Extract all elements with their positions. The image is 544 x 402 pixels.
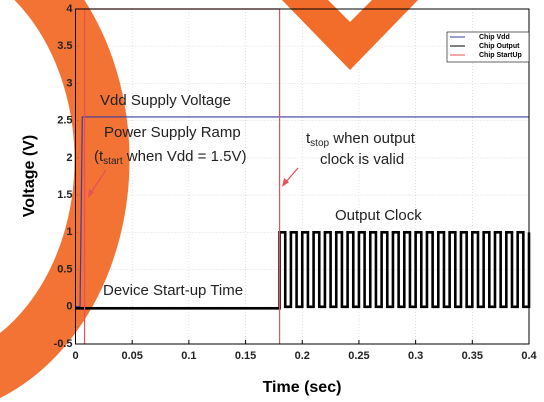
annotation-text: (t xyxy=(94,148,104,165)
annotation: Vdd Supply Voltage xyxy=(100,92,231,109)
y-tick-label: 2.5 xyxy=(57,115,72,127)
x-tick-label: 0.35 xyxy=(462,350,483,362)
overlay: -0.500.511.522.533.540 0.05 0.1 0.15 0.2 0.25… xyxy=(54,3,538,362)
y-tick-label: 4 xyxy=(66,3,73,15)
x-tick-label: 0 xyxy=(72,350,78,362)
annotation-text: Power Supply Ramp xyxy=(104,124,241,141)
orange-chevron xyxy=(282,0,418,70)
annotation-subscript: stop xyxy=(310,138,329,149)
annotation-rest: when output xyxy=(329,130,416,147)
x-tick-label: 0.4 xyxy=(521,350,537,362)
annotation-text: Device Start-up Time xyxy=(103,282,243,299)
y-tick-label: -0.5 xyxy=(54,338,73,350)
x-tick-label: 0.2 xyxy=(295,350,310,362)
arrow xyxy=(284,167,299,184)
annotation: Device Start-up Time xyxy=(103,282,243,299)
y-tick-label: 3.5 xyxy=(57,40,72,52)
y-axis-label: Voltage (V) xyxy=(21,135,38,217)
y-tick-label: 0.5 xyxy=(57,263,72,275)
annotation: tstop when output xyxy=(306,130,416,149)
legend-label: Chip Vdd xyxy=(479,34,510,41)
x-tick-label: 0.3 xyxy=(408,350,423,362)
orange-arc xyxy=(0,0,130,399)
decoration xyxy=(0,0,418,399)
annotation-text: clock is valid xyxy=(320,151,404,168)
annotation-text: t xyxy=(306,130,311,147)
x-axis-label: Time (sec) xyxy=(263,379,342,396)
y-tick-label: 2 xyxy=(66,152,72,164)
annotation-subscript: start xyxy=(103,156,123,167)
annotation-rest: when Vdd = 1.5V) xyxy=(123,148,247,165)
y-tick-label: 0 xyxy=(66,301,72,313)
arrow-head xyxy=(88,189,94,198)
legend-label: Chip StartUp xyxy=(479,52,522,59)
arrow-head xyxy=(282,178,289,187)
legend-label: Chip Output xyxy=(479,43,520,50)
annotation-text: Output Clock xyxy=(335,207,422,224)
annotation: (tstart when Vdd = 1.5V) xyxy=(94,148,246,167)
arrow xyxy=(89,169,107,195)
y-tick-label: 1.5 xyxy=(57,189,72,201)
series-line xyxy=(75,231,531,310)
arrows xyxy=(88,167,299,198)
x-tick-label: 0.25 xyxy=(348,350,369,362)
plot-frame xyxy=(75,8,530,345)
annotation: Power Supply Ramp xyxy=(104,124,241,141)
y-tick-label: 1 xyxy=(66,226,72,238)
x-tick-label: 0.1 xyxy=(181,350,196,362)
x-tick-label: 0.15 xyxy=(235,350,256,362)
annotation-text: Vdd Supply Voltage xyxy=(100,92,231,109)
y-tick-label: 3 xyxy=(66,77,72,89)
annotation: Output Clock xyxy=(335,207,422,224)
annotation: clock is valid xyxy=(320,151,404,168)
x-tick-label: 0.05 xyxy=(121,350,142,362)
series-line xyxy=(75,116,529,308)
